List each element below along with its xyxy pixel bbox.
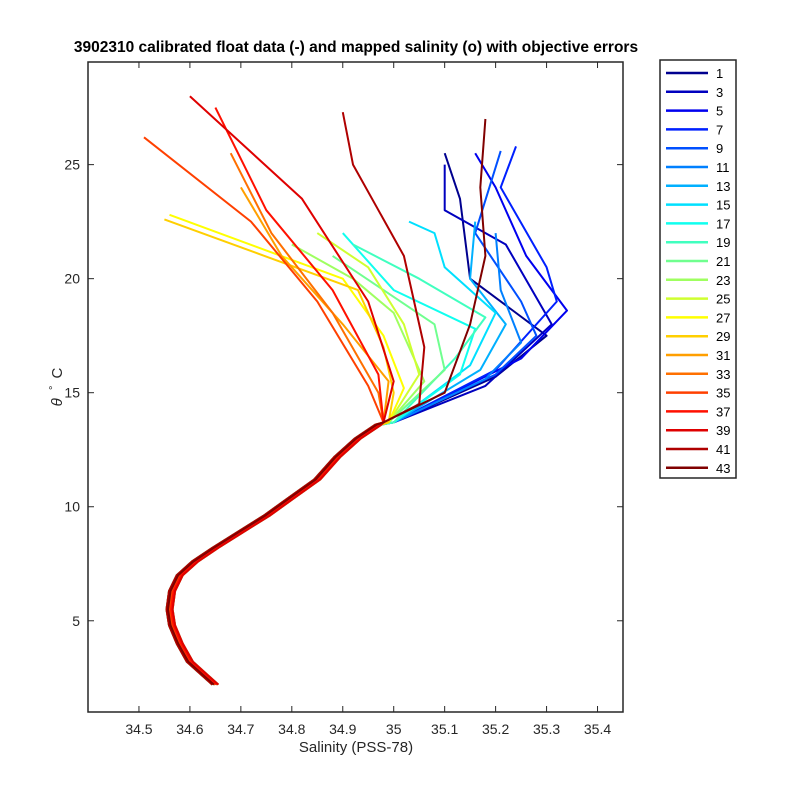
legend-entry-label: 11 — [716, 160, 730, 175]
series-line-profile-43 — [167, 118, 487, 686]
x-tick-label: 35.1 — [431, 721, 458, 737]
x-tick-label: 34.9 — [329, 721, 356, 737]
legend-entry-label: 3 — [716, 85, 723, 100]
x-axis-ticks: 34.5 34.6 34.7 34.8 34.9 35 35.1 35.2 35.3 35.4 — [125, 62, 611, 737]
legend-entry-label: 9 — [716, 141, 723, 156]
legend-entry-label: 13 — [716, 179, 730, 194]
x-tick-label: 34.6 — [176, 721, 203, 737]
legend-entry-label: 37 — [716, 404, 730, 419]
plot-area: 34.5 34.6 34.7 34.8 34.9 35 35.1 35.2 35.3 35.4 5… — [64, 61, 624, 737]
x-tick-label: 35.3 — [533, 721, 560, 737]
x-tick-label: 35 — [386, 721, 402, 737]
legend-entry-label: 27 — [716, 310, 730, 325]
x-tick-label: 34.8 — [278, 721, 305, 737]
x-tick-label: 34.7 — [227, 721, 254, 737]
y-axis-label-degree: ° — [48, 386, 60, 390]
legend-entry-label: 7 — [716, 122, 723, 137]
legend-entry-label: 33 — [716, 367, 730, 382]
y-tick-label: 20 — [64, 271, 80, 287]
legend-entry-label: 17 — [716, 216, 730, 231]
legend-entry-label: 21 — [716, 254, 730, 269]
series-line-profile-39 — [171, 95, 395, 686]
y-tick-label: 15 — [64, 385, 80, 401]
legend-entry-label: 23 — [716, 273, 730, 288]
legend-entry-label: 35 — [716, 386, 730, 401]
y-axis-label-unit: C — [49, 367, 66, 378]
legend-entry-label: 43 — [716, 461, 730, 476]
chart-title: 3902310 calibrated float data (-) and ma… — [74, 39, 638, 56]
legend-entry-label: 29 — [716, 329, 730, 344]
axes-box — [87, 61, 624, 713]
series-layer — [143, 95, 568, 686]
legend-entry-label: 31 — [716, 348, 730, 363]
y-axis-ticks: 5 10 15 20 25 — [64, 157, 623, 629]
legend-entry-label: 1 — [716, 66, 723, 81]
legend-entry-label: 15 — [716, 198, 730, 213]
x-axis-label: Salinity (PSS-78) — [299, 739, 413, 756]
legend-entry-label: 19 — [716, 235, 730, 250]
y-tick-label: 5 — [72, 613, 80, 629]
y-axis-label: θ ° C — [44, 367, 66, 406]
legend-entry-label: 41 — [716, 442, 730, 457]
legend-entry-label: 25 — [716, 292, 730, 307]
x-tick-label: 35.4 — [584, 721, 611, 737]
y-tick-label: 25 — [64, 157, 80, 173]
y-axis-label-symbol: θ — [49, 398, 66, 406]
x-tick-label: 34.5 — [125, 721, 152, 737]
x-tick-label: 35.2 — [482, 721, 509, 737]
svg-text:θ ° C: θ ° C — [44, 367, 66, 406]
legend-entry-label: 39 — [716, 423, 730, 438]
legend-entry-label: 5 — [716, 104, 723, 119]
y-tick-label: 10 — [64, 499, 80, 515]
